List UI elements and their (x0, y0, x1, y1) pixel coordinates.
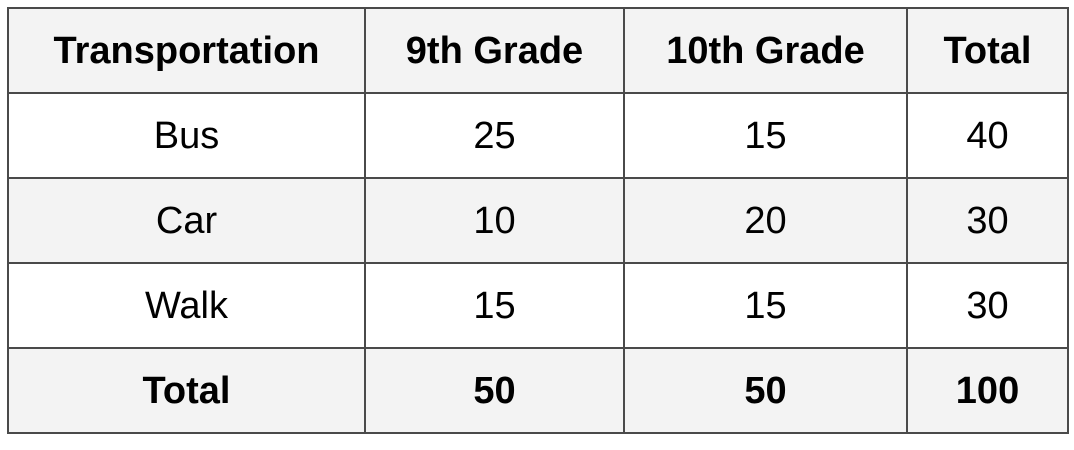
data-cell: 30 (906, 177, 1069, 264)
table-row: Car 10 20 30 (7, 177, 1069, 264)
row-label-cell: Bus (7, 92, 366, 179)
total-label-cell: Total (7, 347, 366, 434)
data-cell: 25 (364, 92, 625, 179)
header-row: Transportation 9th Grade 10th Grade Tota… (7, 7, 1069, 94)
total-cell: 100 (906, 347, 1069, 434)
table-row: Bus 25 15 40 (7, 92, 1069, 179)
data-cell: 15 (623, 262, 908, 349)
row-label-cell: Car (7, 177, 366, 264)
row-label-cell: Walk (7, 262, 366, 349)
header-cell-transportation: Transportation (7, 7, 366, 94)
total-cell: 50 (623, 347, 908, 434)
data-cell: 40 (906, 92, 1069, 179)
data-cell: 30 (906, 262, 1069, 349)
data-cell: 20 (623, 177, 908, 264)
total-cell: 50 (364, 347, 625, 434)
header-cell-total: Total (906, 7, 1069, 94)
table-row: Walk 15 15 30 (7, 262, 1069, 349)
header-cell-9th-grade: 9th Grade (364, 7, 625, 94)
data-cell: 10 (364, 177, 625, 264)
data-cell: 15 (364, 262, 625, 349)
total-row: Total 50 50 100 (7, 347, 1069, 434)
header-cell-10th-grade: 10th Grade (623, 7, 908, 94)
two-way-table: Transportation 9th Grade 10th Grade Tota… (7, 7, 1069, 434)
data-cell: 15 (623, 92, 908, 179)
